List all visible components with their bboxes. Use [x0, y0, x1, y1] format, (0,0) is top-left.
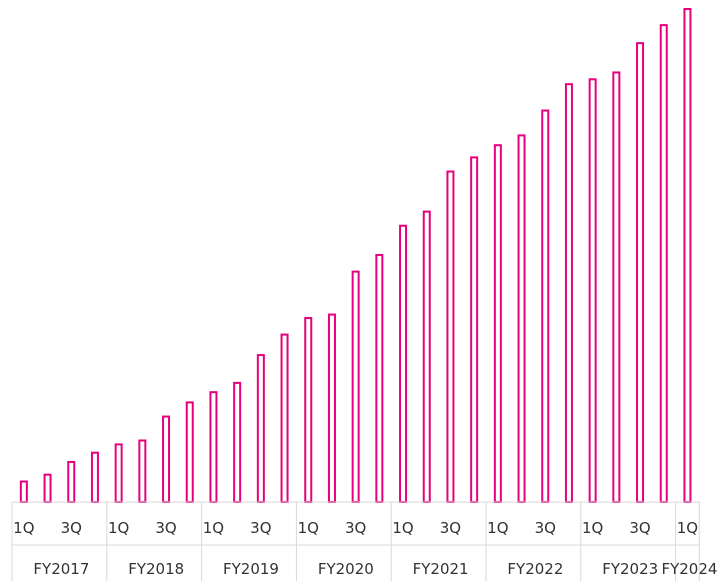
group-label-FY2021: FY2021	[413, 560, 469, 578]
bar-FY2018-3	[162, 415, 171, 503]
bar-FY2017-1	[19, 480, 28, 503]
bar-FY2022-2	[517, 134, 526, 503]
group-label-FY2024: FY2024	[661, 560, 717, 578]
tick-label-FY2020-1Q: 1Q	[298, 519, 319, 537]
bar-FY2023-3	[636, 42, 645, 503]
bar-FY2020-4	[375, 254, 384, 503]
bar-FY2021-2	[422, 210, 431, 503]
group-label-FY2020: FY2020	[318, 560, 374, 578]
tick-label-FY2020-3Q: 3Q	[345, 519, 366, 537]
bar-FY2019-2	[233, 381, 242, 503]
bars-layer	[19, 8, 692, 504]
group-label-FY2023: FY2023	[602, 560, 658, 578]
tick-label-FY2022-3Q: 3Q	[535, 519, 556, 537]
bar-FY2022-1	[493, 144, 502, 503]
tick-label-FY2022-1Q: 1Q	[487, 519, 508, 537]
tick-label-FY2023-1Q: 1Q	[582, 519, 603, 537]
tick-label-FY2018-3Q: 3Q	[155, 519, 176, 537]
bar-FY2022-4	[564, 83, 573, 503]
tick-label-FY2019-3Q: 3Q	[250, 519, 271, 537]
bar-FY2020-1	[304, 316, 313, 504]
group-label-FY2017: FY2017	[33, 560, 89, 578]
bar-FY2017-3	[67, 460, 76, 503]
x-axis: 1Q 3Q FY2017 1Q 3Q FY2018 1Q 3Q FY2019 1Q 3Q FY2020…	[11, 501, 717, 581]
tick-label-FY2017-3Q: 3Q	[61, 519, 82, 537]
group-label-FY2022: FY2022	[507, 560, 563, 578]
group-label-FY2019: FY2019	[223, 560, 279, 578]
bar-FY2019-4	[280, 333, 289, 503]
bar-FY2019-1	[209, 391, 218, 504]
bar-FY2020-2	[327, 313, 336, 503]
bar-FY2020-3	[351, 270, 360, 503]
bar-FY2022-3	[541, 109, 550, 503]
tick-label-FY2021-1Q: 1Q	[392, 519, 413, 537]
bar-FY2024-1	[683, 8, 692, 503]
bar-FY2023-4	[659, 24, 668, 504]
bar-FY2019-3	[256, 354, 265, 503]
tick-label-FY2024-1Q: 1Q	[677, 519, 698, 537]
bar-FY2023-1	[588, 78, 597, 503]
bar-FY2017-2	[43, 473, 52, 504]
bar-FY2018-4	[185, 401, 194, 504]
bar-FY2017-4	[90, 451, 99, 504]
tick-label-FY2018-1Q: 1Q	[108, 519, 129, 537]
bar-FY2018-2	[138, 439, 147, 503]
bar-FY2023-2	[612, 71, 621, 504]
tick-label-FY2017-1Q: 1Q	[13, 519, 34, 537]
bar-FY2021-4	[470, 156, 479, 503]
tick-label-FY2019-1Q: 1Q	[203, 519, 224, 537]
group-label-FY2018: FY2018	[128, 560, 184, 578]
bar-FY2018-1	[114, 443, 123, 503]
bar-FY2021-1	[399, 224, 408, 503]
bar-FY2021-3	[446, 170, 455, 503]
tick-label-FY2023-3Q: 3Q	[629, 519, 650, 537]
tick-label-FY2021-3Q: 3Q	[440, 519, 461, 537]
